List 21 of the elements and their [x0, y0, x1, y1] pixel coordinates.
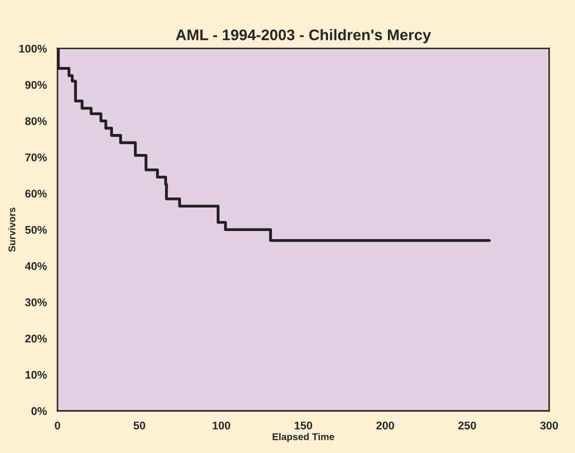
y-tick-label: 90%: [25, 80, 47, 89]
x-tick-label: 300: [540, 422, 558, 430]
x-tick-label: 250: [458, 422, 476, 430]
y-tick-label: 50%: [25, 226, 47, 234]
y-tick-label: 40%: [25, 262, 47, 270]
chart-title: AML - 1994-2003 - Children's Mercy: [176, 29, 432, 44]
y-tick-label: 0%: [31, 407, 47, 416]
y-tick-label: 10%: [26, 370, 47, 379]
y-tick-label: 20%: [25, 334, 47, 343]
y-tick-label: 60%: [25, 190, 47, 198]
x-tick-label: 150: [294, 422, 312, 430]
x-axis-title: Elapsed Time: [272, 433, 334, 442]
x-tick-label: 0: [54, 422, 60, 430]
x-tick-label: 50: [134, 422, 146, 430]
y-tick-label: 70%: [25, 153, 47, 162]
y-tick-label: 80%: [25, 117, 47, 126]
x-tick-label: 200: [376, 422, 394, 430]
y-tick-label: 30%: [25, 298, 47, 306]
y-axis-title: Survivors: [8, 208, 16, 252]
x-tick-label: 100: [212, 422, 230, 430]
y-tick-label: 100%: [19, 44, 47, 53]
